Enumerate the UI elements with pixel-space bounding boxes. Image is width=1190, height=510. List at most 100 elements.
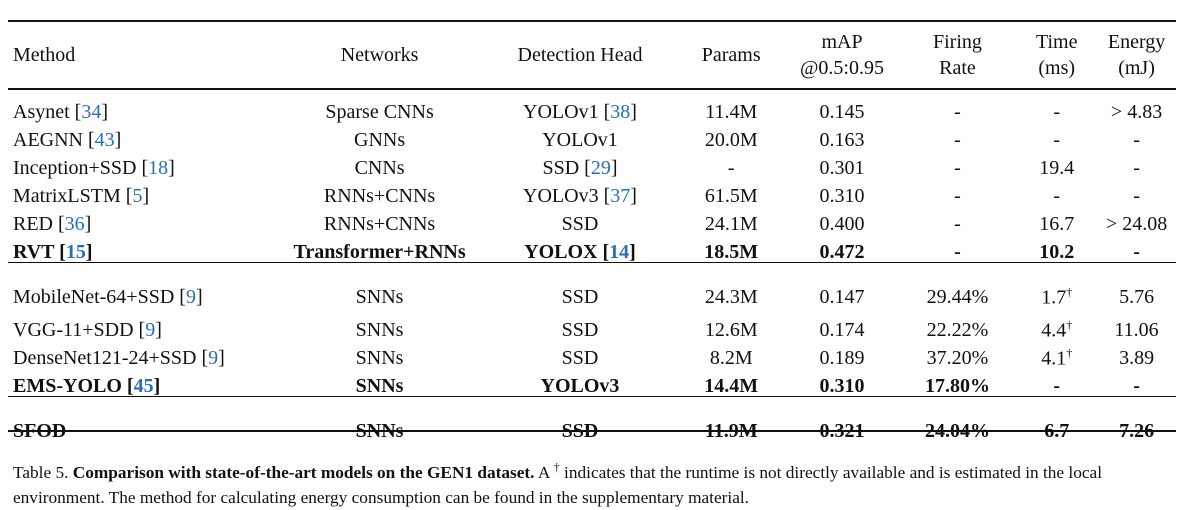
dagger-symbol: † (1066, 284, 1073, 299)
citation-link[interactable]: 43 (94, 128, 115, 151)
table-cell: 24.04% (924, 419, 990, 442)
table-cell: GNNs (354, 128, 406, 151)
table-row: RED [36] RNNs+CNNs SSD 24.1M 0.400 - 16.7 > 24.… (8, 210, 1176, 238)
table-cell: CNNs (354, 156, 405, 179)
citation-link[interactable]: 34 (81, 100, 102, 123)
table-cell: 0.400 (819, 212, 865, 235)
table-cell: AEGNN [43] (13, 128, 122, 151)
caption-title: Comparison with state-of-the-art models … (72, 462, 535, 482)
citation-link[interactable]: 29 (590, 156, 611, 179)
table-cell: - (1053, 100, 1061, 123)
table-cell: - (1133, 374, 1140, 397)
table-cell: - (954, 156, 961, 179)
table-cell: Transformer+RNNs (293, 240, 466, 263)
top-rule (8, 20, 1176, 22)
table-cell: DenseNet121-24+SSD [9] (13, 346, 225, 369)
table-cell: SSD (561, 419, 599, 442)
column-header: Params (701, 44, 761, 66)
table-cell: SSD (561, 212, 599, 235)
table-row: SFOD SNNs SSD 11.9M 0.321 24.04% 6.7 7.26 (8, 400, 1176, 450)
table-caption: Table 5. Comparison with state-of-the-ar… (13, 455, 1183, 510)
citation-link[interactable]: 14 (609, 240, 630, 263)
table-cell: 61.5M (704, 184, 758, 207)
table-cell: 0.189 (819, 346, 865, 369)
table-cell: 17.80% (924, 374, 990, 397)
citation-link[interactable]: 15 (65, 240, 86, 263)
table-cell: 24.1M (704, 212, 758, 235)
table-cell: SSD [29] (542, 156, 618, 179)
table-cell: - (954, 184, 961, 207)
table-cell: 0.301 (819, 156, 865, 179)
table-cell: 19.4 (1039, 156, 1075, 179)
citation-link[interactable]: 9 (185, 285, 196, 308)
table-cell: 14.4M (704, 374, 759, 397)
table-cell: SNNs (355, 346, 404, 369)
table-row: Inception+SSD [18] CNNs SSD [29] - 0.301 - 19.… (8, 154, 1176, 182)
table-cell: YOLOv1 (542, 128, 618, 151)
column-header: mAP @0.5:0.95 (800, 31, 884, 79)
table-cell: - (954, 240, 961, 263)
table-cell: - (954, 212, 961, 235)
table-cell: 22.22% (926, 318, 989, 341)
table-cell: 5.76 (1119, 285, 1155, 308)
table-cell: > 4.83 (1110, 100, 1163, 123)
citation-link[interactable]: 18 (148, 156, 169, 179)
citation-link[interactable]: 9 (208, 346, 219, 369)
table-row: MobileNet-64+SSD [9] SNNs SSD 24.3M 0.147 29.… (8, 266, 1176, 316)
dagger-symbol: † (553, 460, 560, 474)
table-cell: 8.2M (709, 346, 753, 369)
table-cell: 24.3M (704, 285, 758, 308)
table-cell: SNNs (355, 318, 404, 341)
header-rule (8, 88, 1176, 90)
table-cell: YOLOX [14] (524, 240, 636, 263)
comparison-table: Method Networks Detection Head Params mAP @0.… (8, 22, 1176, 450)
header-row: Method Networks Detection Head Params mAP @0.… (8, 22, 1176, 88)
mid-rule (8, 262, 1176, 263)
table-cell: - (954, 100, 961, 123)
table-cell: 37.20% (926, 346, 989, 369)
table-cell: - (1133, 240, 1140, 263)
caption-text-rest: indicates that the runtime is not direct… (13, 462, 1103, 507)
table-cell: - (1053, 374, 1061, 397)
citation-link[interactable]: 36 (64, 212, 85, 235)
column-header: Energy (mJ) (1107, 31, 1166, 79)
table-cell: RNNs+CNNs (323, 212, 436, 235)
dagger-symbol: † (1066, 317, 1073, 332)
table-cell: 16.7 (1039, 212, 1075, 235)
citation-link[interactable]: 37 (610, 184, 631, 207)
table-row: MatrixLSTM [5] RNNs+CNNs YOLOv3 [37] 61.5M 0… (8, 182, 1176, 210)
table-cell: 4.1† (1041, 345, 1073, 370)
table-cell: RED [36] (13, 212, 92, 235)
column-header: Firing Rate (932, 31, 982, 79)
citation-link[interactable]: 38 (610, 100, 631, 123)
table-cell: 6.7 (1044, 419, 1070, 442)
citation-link[interactable]: 45 (133, 374, 154, 397)
table-cell: YOLOv1 [38] (523, 100, 637, 123)
table-cell: 11.9M (704, 419, 758, 442)
table-cell: 20.0M (704, 128, 758, 151)
column-header: Method (13, 44, 76, 66)
table-cell: > 24.08 (1105, 212, 1168, 235)
citation-link[interactable]: 5 (132, 184, 143, 207)
table-cell: Sparse CNNs (325, 100, 434, 123)
table-cell: 29.44% (926, 285, 989, 308)
column-header: Networks (340, 44, 419, 66)
table-cell: SFOD (13, 419, 67, 442)
table-cell: 7.26 (1119, 419, 1155, 442)
table-cell: 4.4† (1041, 317, 1073, 342)
table-cell: 0.145 (819, 100, 865, 123)
table-cell: 11.06 (1114, 318, 1159, 341)
table-cell: YOLOv3 [37] (523, 184, 637, 207)
citation-link[interactable]: 9 (145, 318, 156, 341)
table-cell: 1.7† (1041, 284, 1073, 309)
caption-label: Table 5. (13, 462, 69, 482)
table-cell: YOLOv3 (540, 374, 620, 397)
table-row: EMS-YOLO [45] SNNs YOLOv3 14.4M 0.310 17.80% -… (8, 372, 1176, 400)
mid-rule-2 (8, 396, 1176, 397)
table-cell: Asynet [34] (13, 100, 109, 123)
column-header: Detection Head (517, 44, 643, 66)
bottom-rule (8, 430, 1176, 432)
table-cell: SSD (561, 285, 599, 308)
table-cell: 0.163 (819, 128, 865, 151)
table-cell: SSD (561, 318, 599, 341)
